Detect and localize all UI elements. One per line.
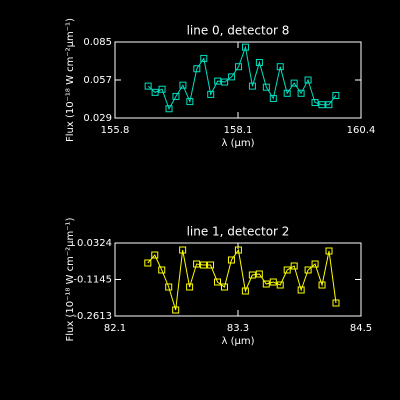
x-tick-label: 82.1 [104, 323, 126, 334]
data-point [214, 278, 221, 286]
data-point [283, 266, 291, 274]
data-point [186, 98, 194, 106]
data-point [269, 94, 277, 102]
data-point [200, 261, 208, 269]
data-point [255, 270, 263, 278]
plot-frame [114, 41, 362, 119]
data-point [276, 281, 284, 289]
data-point [290, 262, 298, 270]
data-point [269, 278, 277, 286]
data-point [318, 101, 326, 109]
y-tick-label: -0.1145 [73, 275, 112, 286]
x-axis-label: λ (μm) [221, 138, 254, 149]
data-point [283, 89, 291, 97]
data-point [248, 82, 256, 90]
data-point [158, 266, 166, 274]
data-point [276, 63, 284, 71]
data-point [304, 76, 312, 84]
data-point [234, 246, 242, 254]
data-point [207, 90, 215, 98]
y-tick-label: 0.057 [83, 75, 112, 86]
y-axis-label: Flux (10⁻¹⁸ W cm⁻²μm⁻¹) [65, 217, 76, 341]
data-point [241, 43, 249, 51]
data-point [179, 81, 187, 89]
data-point [221, 78, 229, 86]
data-point [255, 58, 263, 66]
data-point [151, 251, 159, 259]
data-point [332, 299, 340, 307]
data-point [311, 99, 319, 107]
data-point [227, 256, 235, 264]
data-point [241, 287, 249, 295]
data-point [207, 261, 215, 269]
y-axis-label: Flux (10⁻¹⁸ W cm⁻²μm⁻¹) [65, 18, 76, 142]
x-tick-label: 84.5 [350, 323, 372, 334]
data-point [179, 246, 187, 254]
chart-title: line 0, detector 8 [187, 24, 290, 38]
data-point [172, 92, 180, 100]
data-point [186, 283, 194, 291]
data-point [158, 85, 166, 93]
chart-title: line 1, detector 2 [187, 225, 290, 239]
data-point [304, 266, 312, 274]
data-point [332, 91, 340, 99]
data-point [262, 83, 270, 91]
data-point [290, 79, 298, 87]
data-point [297, 89, 305, 97]
data-point [151, 88, 159, 96]
y-tick-label: 0.029 [83, 113, 112, 124]
data-point [193, 260, 201, 268]
y-tick-label: -0.2613 [73, 311, 112, 322]
data-line [147, 45, 337, 110]
data-point [200, 54, 208, 62]
x-axis-label: λ (μm) [221, 336, 254, 347]
data-point [144, 259, 152, 267]
y-tick-label: 0.0324 [77, 238, 112, 249]
data-point [214, 77, 222, 85]
data-point [325, 101, 333, 109]
x-tick-label: 155.8 [101, 125, 130, 136]
data-point [235, 63, 243, 71]
x-tick-label: 160.4 [347, 125, 376, 136]
data-point [172, 306, 180, 314]
data-point [144, 82, 152, 90]
data-point [165, 283, 173, 291]
data-point [165, 105, 173, 113]
y-tick-label: 0.085 [83, 37, 112, 48]
data-point [228, 73, 236, 81]
data-point [262, 280, 270, 288]
data-point [318, 281, 326, 289]
data-point [193, 65, 201, 73]
data-point [220, 283, 228, 291]
x-tick-label: 158.1 [224, 125, 253, 136]
data-point [248, 271, 256, 279]
x-tick-label: 83.3 [227, 323, 249, 334]
data-point [311, 260, 319, 268]
data-point [297, 286, 305, 294]
data-line [147, 248, 337, 311]
data-point [325, 247, 333, 255]
